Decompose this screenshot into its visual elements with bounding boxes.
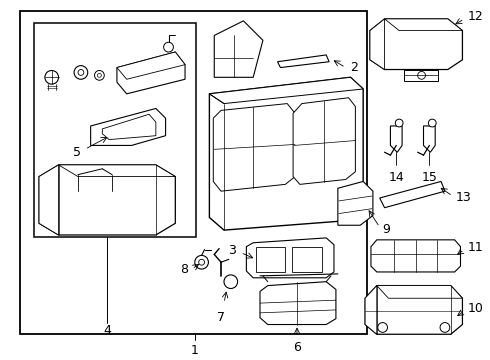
Polygon shape [380, 181, 445, 208]
Polygon shape [58, 165, 175, 177]
Polygon shape [39, 165, 58, 235]
Polygon shape [39, 165, 175, 235]
Polygon shape [292, 247, 322, 272]
Text: 9: 9 [383, 222, 391, 236]
Circle shape [224, 275, 238, 288]
Circle shape [198, 259, 204, 265]
Text: 6: 6 [293, 341, 301, 354]
Polygon shape [371, 240, 461, 272]
Text: 1: 1 [191, 344, 199, 357]
Text: 10: 10 [467, 302, 483, 315]
Polygon shape [370, 19, 463, 69]
Circle shape [98, 73, 101, 77]
Polygon shape [293, 98, 355, 184]
Text: 8: 8 [180, 262, 188, 275]
Text: 7: 7 [217, 311, 225, 324]
Polygon shape [209, 77, 363, 230]
Polygon shape [20, 11, 367, 334]
Circle shape [95, 71, 104, 80]
Text: 2: 2 [350, 61, 358, 74]
Polygon shape [377, 285, 463, 298]
Polygon shape [102, 114, 156, 140]
Text: 4: 4 [103, 324, 111, 337]
Circle shape [440, 323, 450, 332]
Text: 3: 3 [228, 244, 236, 257]
Circle shape [164, 42, 173, 52]
Polygon shape [91, 108, 166, 145]
Text: 11: 11 [467, 241, 483, 254]
Polygon shape [260, 282, 336, 324]
Polygon shape [385, 19, 463, 31]
Text: 5: 5 [73, 146, 81, 159]
Circle shape [428, 119, 436, 127]
Polygon shape [34, 23, 196, 237]
Text: 15: 15 [421, 171, 437, 184]
Text: 14: 14 [389, 171, 404, 184]
Polygon shape [370, 19, 385, 69]
Polygon shape [246, 238, 334, 278]
Polygon shape [117, 52, 185, 79]
Polygon shape [365, 285, 463, 334]
Polygon shape [391, 126, 402, 152]
Polygon shape [213, 104, 295, 191]
Circle shape [45, 71, 58, 84]
Polygon shape [365, 285, 377, 334]
Circle shape [78, 69, 84, 75]
Polygon shape [277, 55, 329, 68]
Polygon shape [404, 69, 438, 81]
Circle shape [395, 119, 403, 127]
Polygon shape [209, 77, 363, 104]
Circle shape [417, 72, 425, 79]
Text: 13: 13 [456, 192, 471, 204]
Polygon shape [256, 247, 285, 272]
Polygon shape [214, 21, 263, 77]
Circle shape [74, 66, 88, 79]
Text: 12: 12 [467, 10, 483, 23]
Polygon shape [117, 52, 185, 94]
Polygon shape [423, 126, 435, 152]
Polygon shape [338, 181, 373, 225]
Circle shape [195, 255, 208, 269]
Circle shape [378, 323, 388, 332]
